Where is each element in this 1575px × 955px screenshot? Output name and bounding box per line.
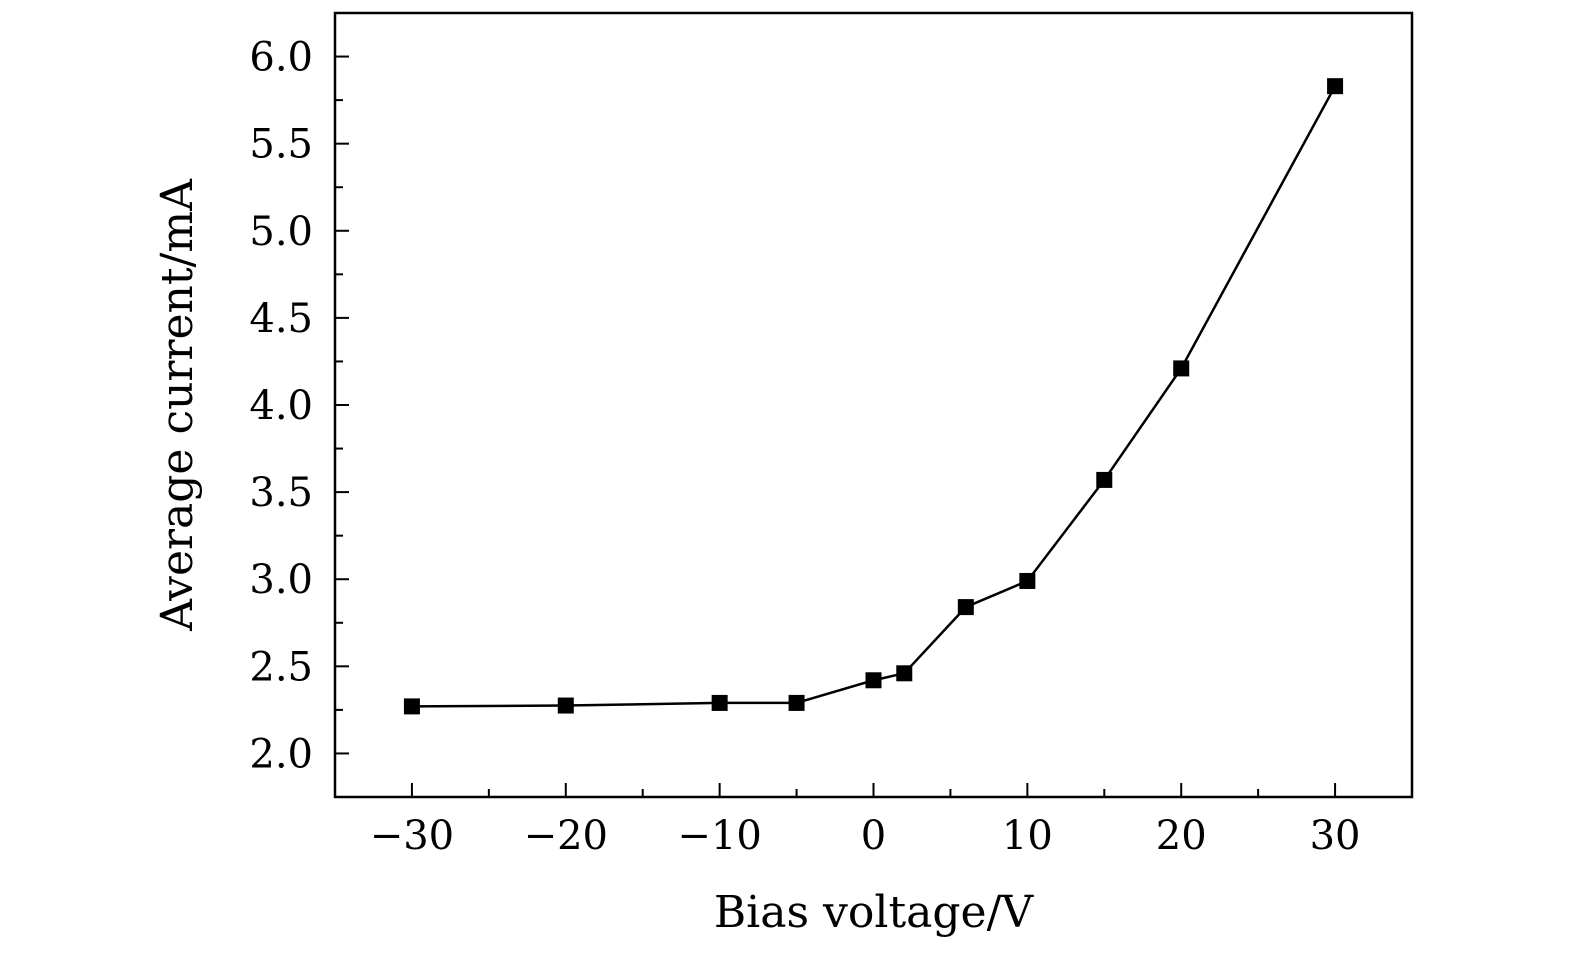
x-tick-label: −20 <box>524 813 608 859</box>
y-tick-label: 4.0 <box>249 383 313 429</box>
data-point-marker <box>1096 471 1113 488</box>
data-point-marker <box>1019 572 1036 589</box>
series-line <box>411 85 1337 708</box>
data-point-marker <box>896 665 913 682</box>
data-point-marker <box>557 697 574 714</box>
data-point-marker <box>1173 360 1190 377</box>
axis-ticks <box>335 55 1337 797</box>
y-tick-label: 5.0 <box>249 209 313 255</box>
data-point-marker <box>1327 78 1344 95</box>
data-point-marker <box>957 599 974 616</box>
data-point-marker <box>788 694 805 711</box>
data-point-marker <box>865 672 882 689</box>
y-tick-label: 4.5 <box>249 296 313 342</box>
y-tick-label: 5.5 <box>249 122 313 168</box>
y-axis-title: Average current/mA <box>152 178 203 632</box>
x-tick-label: 30 <box>1310 813 1361 859</box>
x-axis-title: Bias voltage/V <box>714 887 1035 938</box>
x-tick-label: 20 <box>1156 813 1207 859</box>
y-tick-label: 2.5 <box>249 644 313 690</box>
y-tick-label: 3.0 <box>249 557 313 603</box>
y-tick-label: 2.0 <box>249 731 313 777</box>
x-tick-label: −10 <box>677 813 761 859</box>
y-tick-label: 3.5 <box>249 470 313 516</box>
data-point-marker <box>711 694 728 711</box>
plot-area-frame <box>333 11 1414 799</box>
x-tick-label: −30 <box>370 813 454 859</box>
x-tick-label: 10 <box>1002 813 1053 859</box>
x-tick-label: 0 <box>861 813 886 859</box>
data-series <box>403 78 1344 715</box>
data-point-marker <box>403 698 420 715</box>
y-tick-label: 6.0 <box>249 35 313 81</box>
tick-labels: −30 −20 −10 0 10 20 30 2.0 2.5 3.0 3.5 4.0 4.5 5.0 5.5… <box>249 35 1360 859</box>
